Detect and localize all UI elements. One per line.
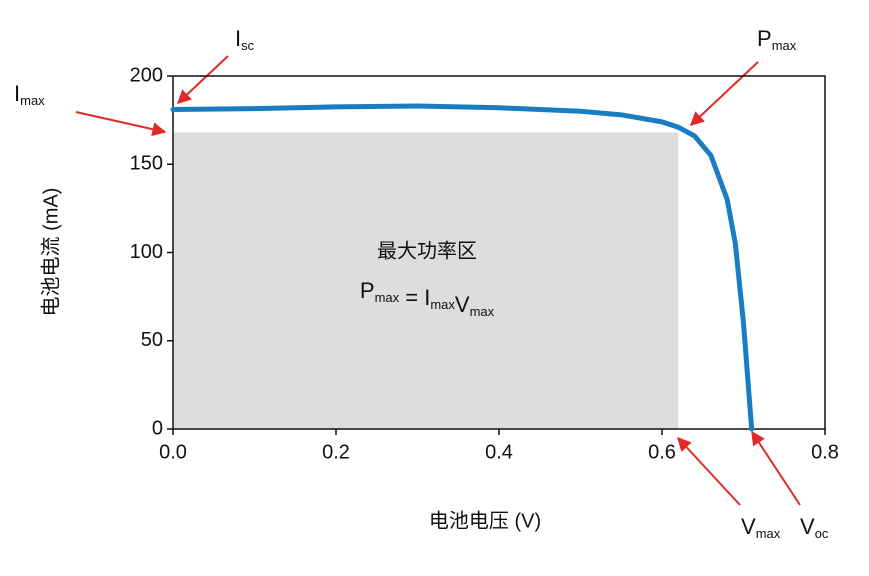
label-main: V [741, 514, 756, 539]
series-line [170, 103, 755, 432]
label-sub: max [20, 93, 45, 108]
x-tick-label: 0.6 [648, 441, 676, 463]
label-sub: max [470, 304, 495, 319]
label-sub: max [772, 38, 797, 53]
y-tick-label: 50 [141, 329, 163, 351]
x-axis-label: 电池电压 (V) [429, 509, 541, 532]
x-tick-label: 0.8 [811, 441, 839, 463]
label-main: = I [399, 285, 430, 310]
label-sub: oc [815, 526, 829, 541]
label-sub: max [756, 526, 781, 541]
label-sub: max [375, 290, 400, 305]
label-main: I [235, 26, 241, 51]
plot-background [173, 132, 679, 430]
subscript-label: Voc [800, 514, 829, 542]
x-tick-label: 0.4 [485, 441, 513, 463]
arrow [75, 111, 167, 137]
label-sub: sc [241, 38, 255, 53]
label-main: P [757, 26, 772, 51]
subscript-label: Pmax [757, 26, 797, 54]
y-axis-label: 电池电流 (mA) [39, 188, 62, 317]
label-main: P [360, 278, 375, 303]
arrow [689, 61, 759, 126]
subscript-label: Isc [235, 26, 255, 54]
subscript-label: Imax [14, 81, 45, 109]
region-label: 最大功率区 [377, 239, 477, 262]
subscript-label: Pmax = ImaxVmax [360, 278, 495, 320]
y-tick-label: 150 [130, 153, 163, 175]
label-main: I [14, 81, 20, 106]
max-power-region [173, 132, 679, 430]
y-tick-label: 200 [130, 64, 163, 86]
label-main: V [800, 514, 815, 539]
arrow [677, 436, 741, 506]
subscript-label: Vmax [741, 514, 781, 542]
annotation-arrows [75, 55, 801, 506]
y-tick-label: 0 [152, 417, 163, 439]
arrow [751, 430, 801, 506]
label-sub: max [430, 297, 455, 312]
x-tick-label: 0.2 [322, 441, 350, 463]
y-tick-label: 100 [130, 241, 163, 263]
x-tick-label: 0.0 [159, 441, 187, 463]
arrow [176, 55, 229, 104]
label-main: V [455, 292, 470, 317]
